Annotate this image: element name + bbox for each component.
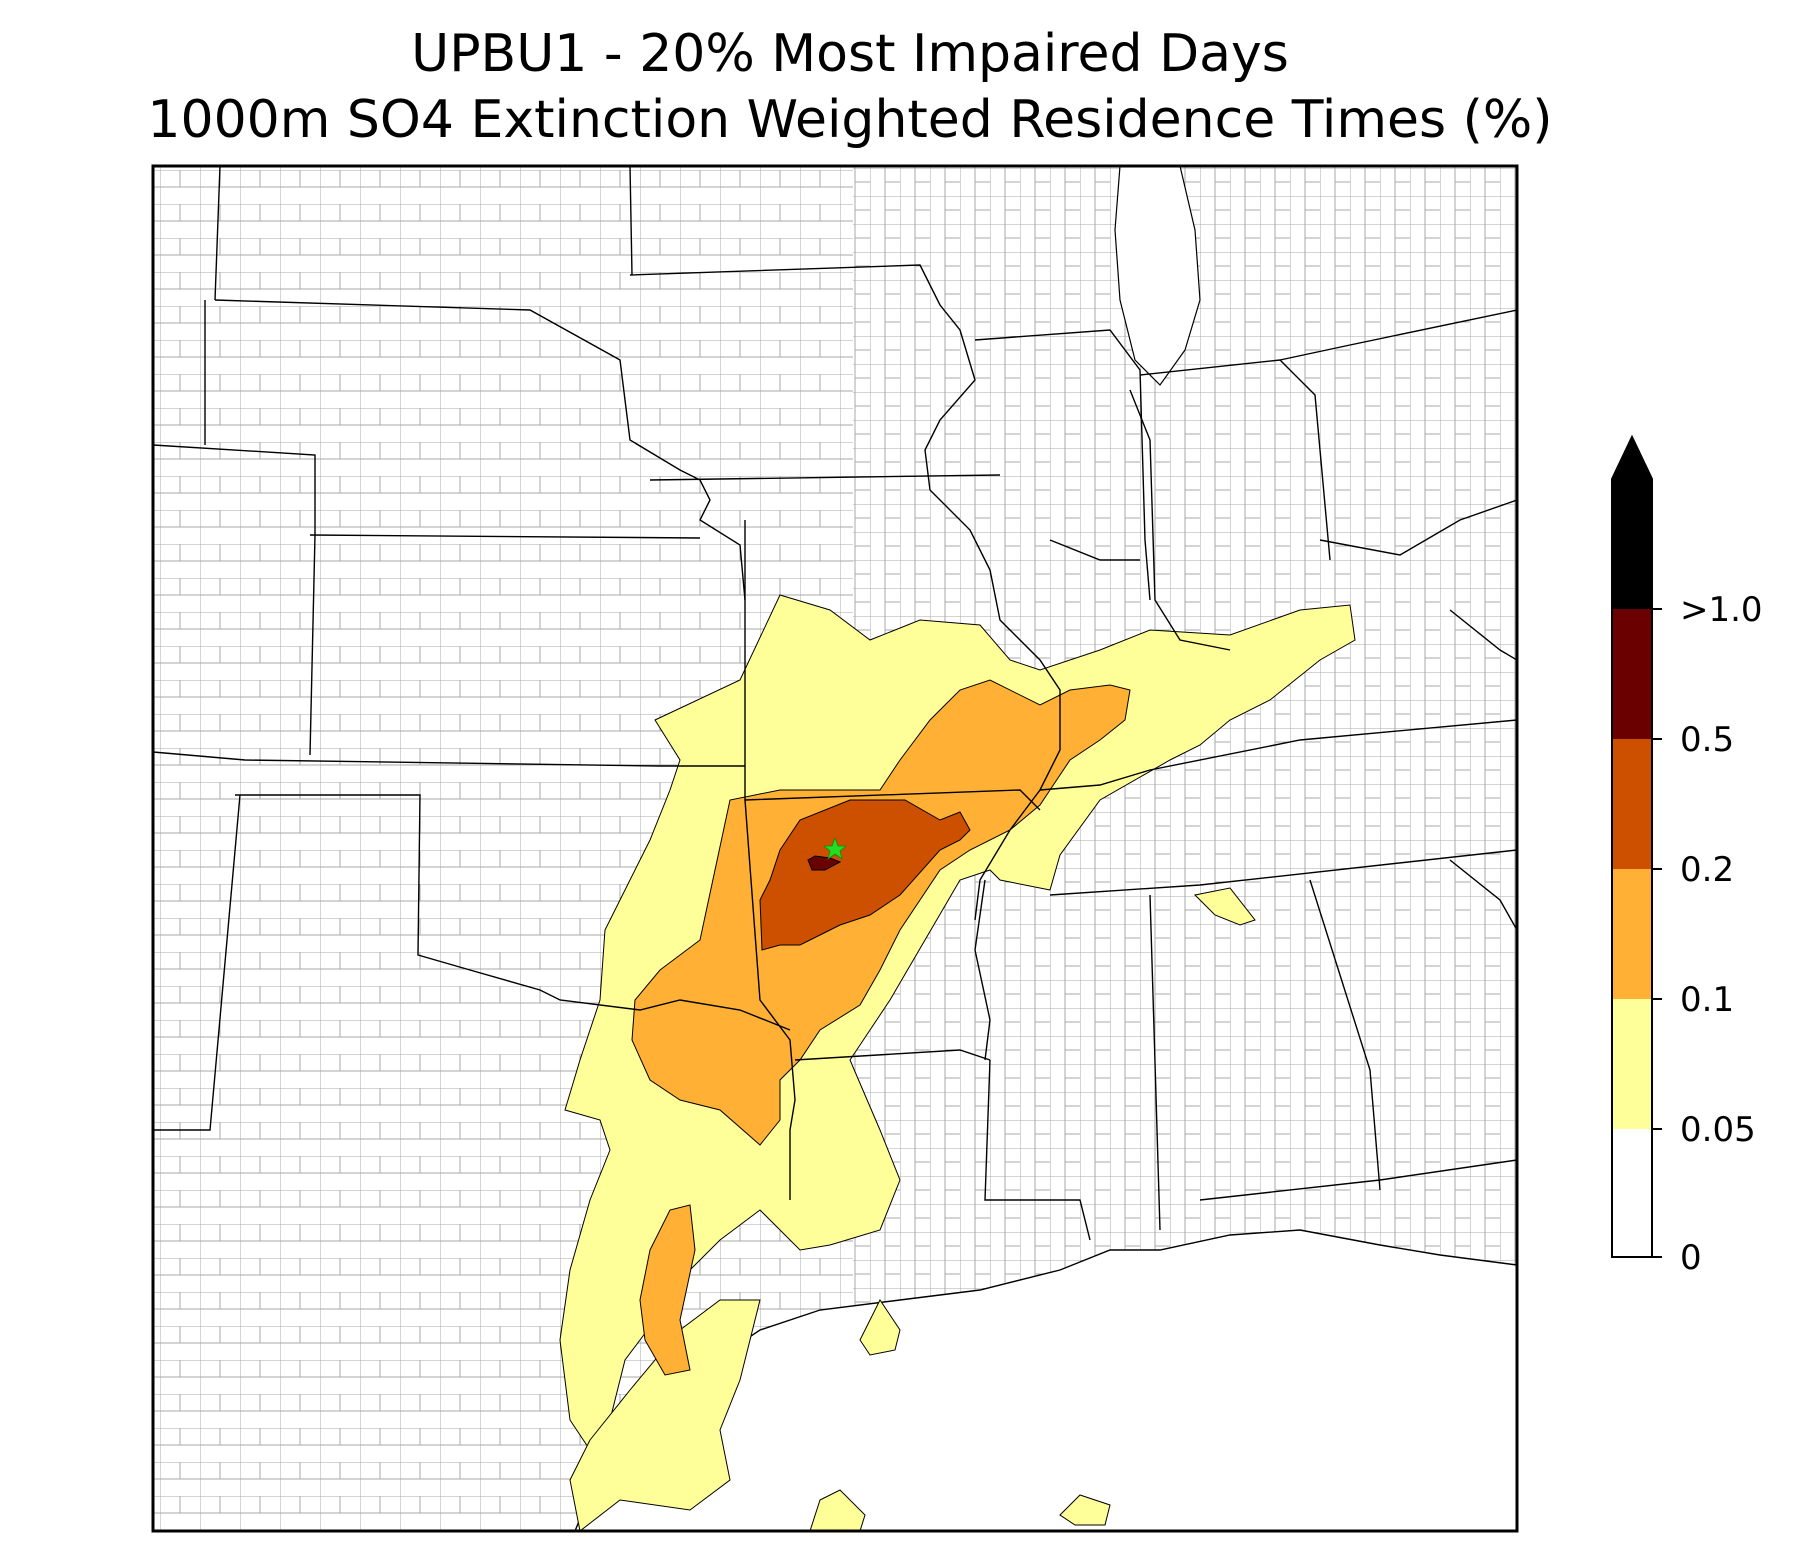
zone-0.1-main: [631, 679, 1131, 1146]
colorbar: 0 0.05 0.1 0.2 0.5 >1.0: [1611, 434, 1763, 1278]
colorbar-band-0.2: [1612, 739, 1652, 869]
zone-0.05-alabama-patch: [1193, 887, 1256, 926]
map-area: [153, 166, 1517, 1531]
map-title-line2: 1000m SO4 Extinction Weighted Residence …: [147, 90, 1553, 150]
colorbar-ticks: [1652, 608, 1662, 1258]
map-title-line1: UPBU1 - 20% Most Impaired Days: [411, 24, 1289, 84]
colorbar-band-0: [1612, 1129, 1652, 1257]
zone-0.05-gulf-patch-1: [859, 1299, 901, 1356]
colorbar-tick-label-0.5: 0.5: [1680, 720, 1734, 760]
state-boundaries: [153, 166, 1517, 1241]
map-frame: [151, 164, 1519, 1533]
zone-0.05-gulf-patch-2: [809, 1489, 866, 1531]
colorbar-extend-arrow: [1612, 437, 1652, 479]
zone-0.05-gulf-patch-3: [1059, 1494, 1111, 1526]
colorbar-tick-label-max: >1.0: [1680, 590, 1763, 630]
colorbar-tick-label-0.2: 0.2: [1680, 850, 1734, 890]
colorbar-band-0.5: [1612, 609, 1652, 739]
colorbar-tick-label-0.1: 0.1: [1680, 980, 1734, 1020]
colorbar-band-0.1: [1612, 869, 1652, 999]
zone-0.5-core: [807, 855, 842, 871]
lake-michigan: [1114, 166, 1201, 386]
colorbar-tick-label-0.05: 0.05: [1680, 1110, 1756, 1150]
zone-0.1-texas: [639, 1204, 696, 1376]
site-star-marker: [822, 836, 848, 860]
zone-0.2-core: [759, 799, 971, 951]
colorbar-band-0.05: [1612, 999, 1652, 1129]
colorbar-tick-label-0: 0: [1680, 1238, 1702, 1278]
colorbar-band-max: [1612, 479, 1652, 609]
